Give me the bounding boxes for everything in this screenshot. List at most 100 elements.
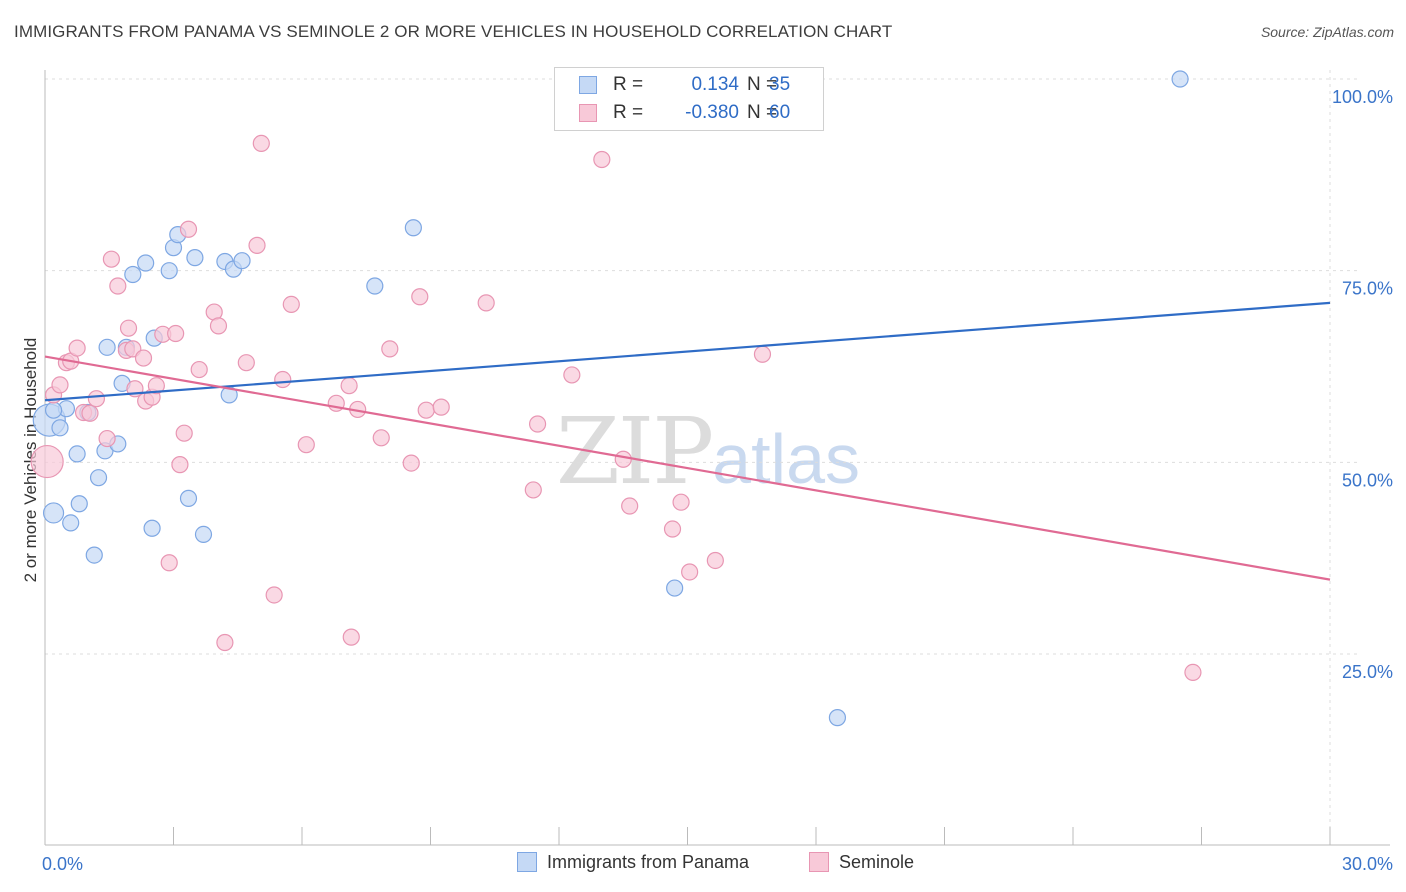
- point-seminole: [282, 295, 300, 313]
- point-seminole: [753, 345, 772, 363]
- point-seminole: [274, 370, 292, 389]
- point-seminole: [672, 493, 690, 511]
- point-panama: [666, 579, 684, 597]
- legend-swatch-seminole: [579, 104, 597, 122]
- point-seminole: [68, 339, 86, 357]
- watermark-zip: ZIP: [556, 398, 714, 505]
- point-seminole: [621, 497, 639, 515]
- axes: [44, 70, 1390, 846]
- point-seminole: [81, 404, 99, 422]
- legend-swatch-panama: [579, 76, 597, 94]
- bottom-legend-swatch-panama: [517, 852, 537, 872]
- point-seminole: [706, 551, 724, 570]
- y-tick-label: 100.0%: [1332, 87, 1393, 107]
- point-seminole: [119, 319, 138, 337]
- point-panama: [124, 265, 142, 284]
- point-seminole: [248, 236, 266, 254]
- point-seminole: [417, 401, 435, 419]
- point-seminole: [134, 349, 153, 367]
- x-tick-label-min: 0.0%: [42, 854, 83, 874]
- point-panama: [68, 445, 86, 463]
- y-tick-label: 25.0%: [1342, 662, 1393, 682]
- point-seminole: [147, 377, 165, 395]
- point-seminole: [179, 220, 198, 238]
- point-seminole: [340, 377, 358, 395]
- point-panama: [179, 489, 198, 507]
- point-seminole: [87, 390, 106, 408]
- legend-r-label: R =: [613, 74, 644, 95]
- trend-line-panama: [44, 301, 1331, 402]
- point-seminole: [593, 150, 611, 169]
- point-seminole: [663, 520, 682, 538]
- point-seminole: [1184, 663, 1202, 682]
- point-panama: [44, 401, 63, 419]
- data-points: [30, 70, 1202, 727]
- point-panama: [1171, 70, 1189, 88]
- chart-title: IMMIGRANTS FROM PANAMA VS SEMINOLE 2 OR …: [14, 22, 893, 41]
- point-seminole: [51, 376, 69, 394]
- point-seminole: [98, 429, 116, 448]
- point-seminole: [160, 554, 178, 572]
- point-panama: [51, 419, 69, 437]
- point-seminole: [372, 429, 390, 447]
- point-seminole: [681, 563, 699, 581]
- point-seminole: [190, 360, 208, 379]
- point-panama: [89, 469, 108, 487]
- gridlines: [45, 70, 1360, 845]
- watermark: ZIPatlas: [556, 398, 860, 505]
- point-panama: [366, 277, 384, 295]
- point-seminole: [109, 277, 127, 295]
- bottom-legend-label-seminole: Seminole: [839, 852, 915, 872]
- bottom-legend-swatch-seminole: [809, 852, 829, 872]
- point-seminole: [265, 586, 283, 604]
- point-panama: [143, 519, 161, 537]
- point-panama: [828, 709, 847, 727]
- point-seminole: [102, 250, 120, 268]
- trend-line-seminole: [44, 355, 1331, 581]
- point-seminole: [297, 436, 315, 454]
- point-seminole: [432, 398, 450, 416]
- point-panama: [160, 262, 178, 280]
- point-panama: [137, 254, 155, 272]
- point-seminole: [171, 456, 189, 474]
- point-seminole: [381, 340, 399, 358]
- point-seminole: [614, 450, 632, 468]
- point-panama: [233, 252, 251, 270]
- stats-legend: R = 0.134 N = 35 R = -0.380 N = 60: [554, 67, 824, 131]
- point-seminole: [411, 288, 429, 306]
- point-seminole: [237, 354, 255, 372]
- point-seminole: [524, 481, 542, 499]
- legend-n-label: N =: [746, 102, 778, 123]
- point-seminole: [175, 424, 193, 442]
- y-tick-label: 75.0%: [1342, 279, 1393, 299]
- legend-r-value: 0.134: [691, 74, 739, 95]
- bottom-legend-seminole: Seminole: [809, 852, 914, 873]
- point-panama: [194, 525, 213, 544]
- point-seminole: [252, 134, 270, 152]
- bottom-legend-panama: Immigrants from Panama: [517, 852, 749, 873]
- point-seminole: [528, 415, 547, 433]
- point-panama: [42, 502, 65, 524]
- legend-n-label: N =: [746, 74, 778, 95]
- point-seminole: [563, 366, 581, 384]
- point-seminole: [477, 294, 495, 312]
- point-seminole: [216, 633, 234, 652]
- trend-lines: [44, 301, 1331, 581]
- point-panama: [186, 249, 204, 267]
- point-seminole: [402, 454, 420, 472]
- legend-r-value: -0.380: [685, 102, 739, 123]
- point-seminole: [342, 628, 360, 646]
- point-panama: [70, 495, 88, 513]
- legend-n-value: 35: [769, 74, 791, 95]
- point-seminole: [30, 444, 64, 479]
- point-seminole: [167, 324, 185, 343]
- point-panama: [62, 514, 80, 532]
- legend-r-label: R =: [613, 102, 644, 123]
- point-panama: [85, 546, 103, 564]
- y-tick-label: 50.0%: [1342, 470, 1393, 490]
- point-seminole: [209, 317, 228, 335]
- bottom-legend-label-panama: Immigrants from Panama: [547, 852, 750, 872]
- point-panama: [98, 338, 116, 356]
- point-panama: [404, 219, 422, 237]
